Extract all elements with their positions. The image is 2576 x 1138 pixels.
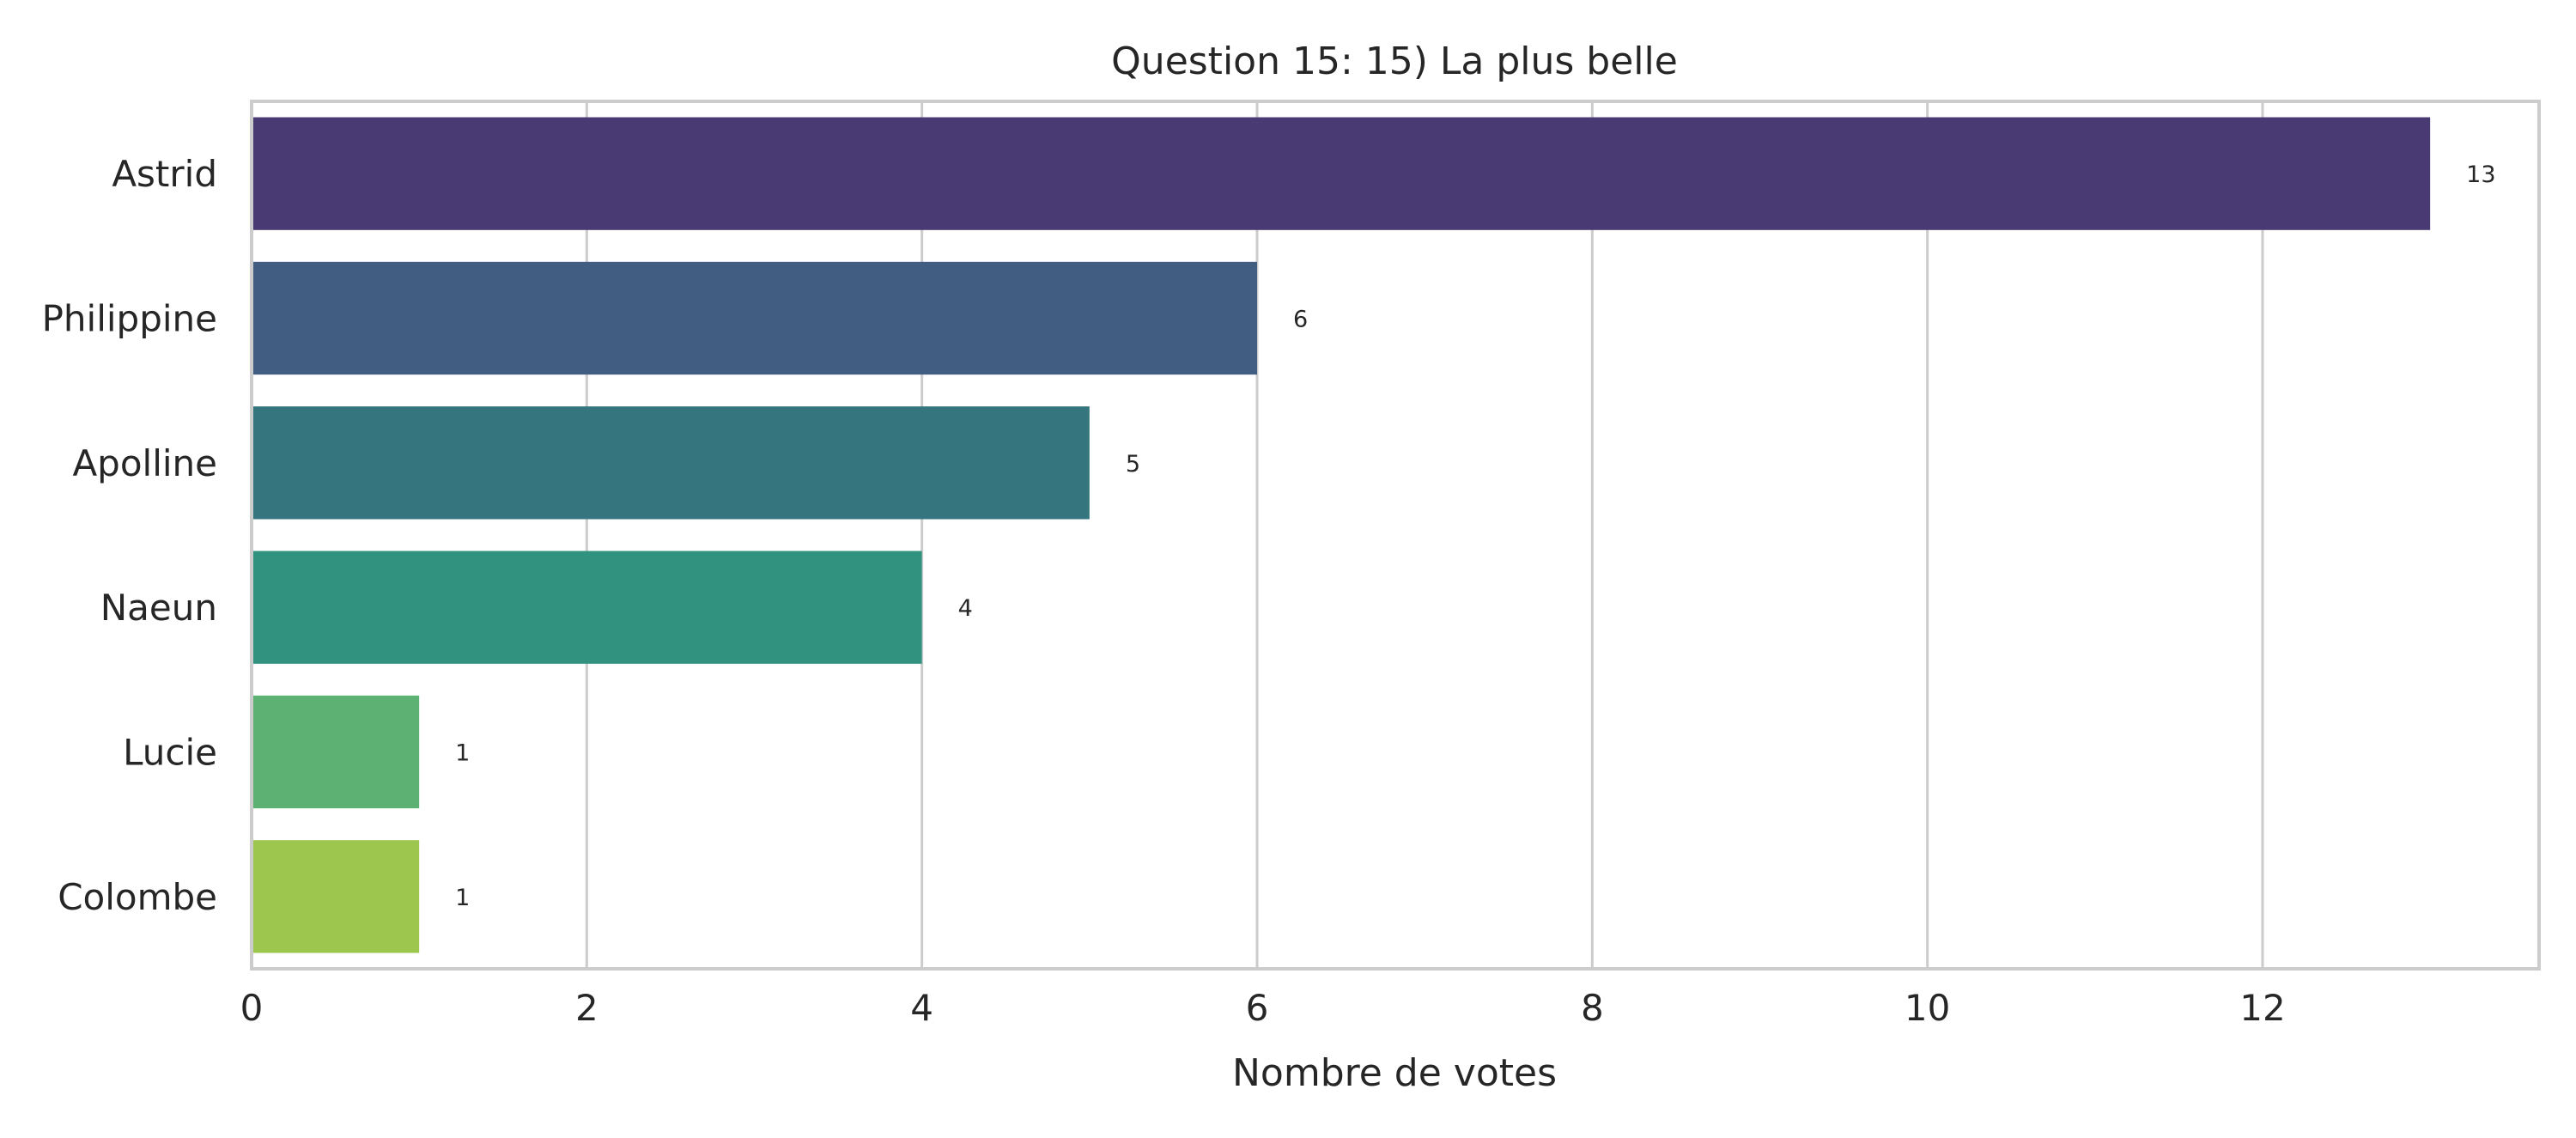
bar-philippine bbox=[252, 261, 1257, 375]
x-tick-label: 6 bbox=[1246, 987, 1269, 1029]
x-tick-label: 8 bbox=[1581, 987, 1604, 1029]
bar-astrid bbox=[252, 117, 2431, 230]
y-category-label: Lucie bbox=[123, 732, 217, 774]
x-axis-ticks: 0 2 4 6 8 10 12 bbox=[240, 987, 2286, 1029]
x-tick-label: 2 bbox=[575, 987, 598, 1029]
plot-frame bbox=[250, 100, 2541, 971]
value-label: 6 bbox=[1293, 307, 1308, 333]
bars bbox=[252, 117, 2431, 953]
value-label: 1 bbox=[455, 740, 470, 767]
y-category-label: Colombe bbox=[58, 876, 217, 918]
value-labels: 13 6 5 4 1 1 bbox=[455, 161, 2495, 911]
x-tick-label: 4 bbox=[910, 987, 933, 1029]
x-axis-title: Nombre de votes bbox=[1232, 1051, 1557, 1095]
y-category-label: Naeun bbox=[100, 587, 217, 629]
gridlines bbox=[250, 101, 2264, 969]
x-tick-label: 12 bbox=[2239, 987, 2285, 1029]
x-tick-label: 0 bbox=[240, 987, 264, 1029]
bar-apolline bbox=[252, 406, 1090, 520]
bar-naeun bbox=[252, 551, 922, 664]
chart-title: Question 15: 15) La plus belle bbox=[1111, 40, 1678, 83]
y-category-label: Apolline bbox=[72, 442, 217, 484]
x-tick-label: 10 bbox=[1905, 987, 1950, 1029]
bar-colombe bbox=[252, 840, 420, 953]
value-label: 5 bbox=[1126, 451, 1140, 478]
bar-lucie bbox=[252, 695, 420, 809]
y-axis-labels: Astrid Philippine Apolline Naeun Lucie Colomb… bbox=[42, 153, 217, 918]
value-label: 13 bbox=[2466, 161, 2495, 188]
y-category-label: Philippine bbox=[42, 298, 217, 340]
value-label: 4 bbox=[958, 595, 973, 622]
value-label: 1 bbox=[455, 885, 470, 911]
y-category-label: Astrid bbox=[112, 153, 217, 195]
